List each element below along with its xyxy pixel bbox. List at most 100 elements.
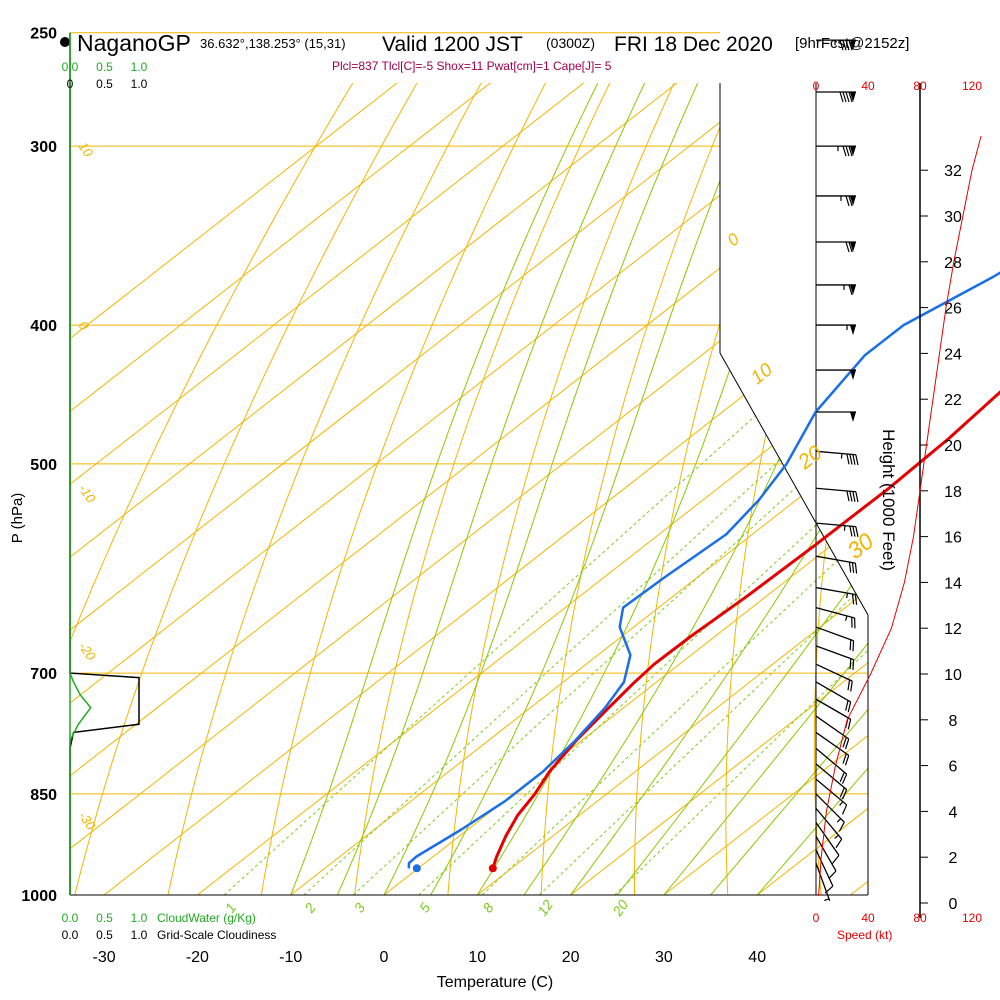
wind-barb-feather	[842, 91, 847, 103]
wind-barb	[815, 807, 843, 849]
cloudiness-tick-top: 1.0	[131, 77, 148, 91]
isotherm-line	[70, 83, 556, 895]
dry-adiabat-label: 10	[747, 359, 777, 389]
axis-labels: 1 2 3 5 8 12 20100-10-20-300102030250300400500…	[21, 26, 878, 966]
wind-barb-flag	[850, 325, 856, 336]
height-tick-label: 12	[944, 621, 962, 638]
wind-barb-half	[839, 801, 844, 806]
pressure-tick-label: 1000	[21, 888, 57, 905]
wind-barb-feather	[854, 563, 858, 574]
wind-barb-feather	[842, 737, 847, 748]
speed-axis-title: Speed (kt)	[837, 928, 892, 942]
valid-time: Valid 1200 JST	[382, 33, 523, 56]
wind-barb-feather	[845, 195, 850, 207]
wind-barb-flag	[850, 284, 856, 295]
pressure-tick-label: 250	[30, 26, 57, 43]
wind-barb-feather	[842, 145, 847, 157]
wind-barb	[816, 411, 856, 422]
wind-barb-staff	[815, 731, 850, 756]
wind-barb-staff	[815, 450, 856, 456]
wind-barb-flag	[850, 242, 856, 253]
surface-temperature-point	[488, 864, 497, 873]
wind-barb	[815, 681, 852, 713]
wind-barb-feather	[839, 91, 844, 103]
valid-date: FRI 18 Dec 2020	[614, 33, 773, 56]
wind-barb-flag	[850, 370, 856, 381]
cloudwater-tick-bottom: 0.0	[62, 911, 79, 925]
dry-adiabat-line	[260, 83, 573, 895]
wind-barb-feather	[845, 700, 849, 711]
temperature-tick-label: 10	[468, 949, 486, 966]
dry-adiabat-line	[74, 83, 447, 895]
mixing-ratio-label: 5	[416, 900, 434, 916]
wind-barb	[815, 522, 859, 537]
isotherm-line	[476, 83, 868, 895]
wind-barb-feather	[839, 787, 845, 798]
wind-barb	[816, 369, 856, 381]
isobar-lines	[70, 32, 868, 896]
wind-barb-staff	[815, 747, 848, 775]
speed-tick-bottom: 40	[861, 911, 875, 925]
wind-barb-feather	[850, 681, 853, 692]
pressure-tick-label: 500	[30, 457, 57, 474]
wind-barb	[815, 645, 855, 671]
dry-adiabat-line	[167, 83, 510, 895]
wind-barb-staff	[815, 522, 856, 528]
moist-adiabat-line	[756, 83, 868, 895]
station-bullet-icon	[60, 37, 70, 47]
cloudiness-tick-bottom: 1.0	[131, 928, 148, 942]
wind-barb-feather	[846, 453, 850, 465]
mixing-ratio-line	[481, 324, 868, 895]
wind-barb	[815, 626, 855, 652]
pressure-tick-label: 400	[30, 318, 57, 335]
dry-adiabat-line	[983, 33, 1000, 895]
wind-barb-flag	[850, 195, 856, 206]
temperature-tick-label: -20	[186, 949, 209, 966]
mixing-ratio-line	[223, 324, 857, 895]
wind-barb-staff	[815, 778, 848, 806]
wind-barb-feather	[848, 39, 853, 51]
wind-barb-feather	[855, 491, 859, 503]
mixing-ratio-label: 8	[479, 900, 497, 916]
wind-barb-staff	[815, 626, 854, 642]
wind-barb-feather	[854, 594, 858, 605]
wind-barb-feather	[844, 755, 850, 766]
wind-barb-feather	[849, 639, 852, 651]
mixing-ratio-line	[303, 324, 868, 895]
height-tick-label: 8	[949, 713, 958, 730]
dewpoint-line	[407, 271, 1000, 869]
wind-barb-feather	[835, 838, 843, 849]
dry-adiabat-line	[540, 83, 761, 895]
station-coords: 36.632°,138.253° (15,31)	[200, 36, 346, 51]
y-axis-title: P (hPa)	[9, 493, 26, 544]
wind-barb	[815, 793, 845, 832]
moist-adiabat-line	[383, 83, 722, 895]
wind-barb-half	[836, 818, 842, 823]
cloudwater-tick-bottom: 1.0	[131, 911, 148, 925]
isotherm-label: -20	[76, 639, 100, 664]
wind-barb	[815, 450, 859, 466]
wind-barb	[816, 145, 856, 157]
mixing-ratio-line	[614, 324, 868, 895]
height-tick-label: 26	[944, 301, 962, 318]
wind-barb	[815, 747, 848, 784]
wind-barb	[816, 195, 856, 207]
isotherm-line	[663, 83, 868, 895]
chart-header: NaganoGP 36.632°,138.253° (15,31) Valid …	[60, 30, 909, 73]
wind-barb-feather	[842, 753, 847, 764]
moist-adiabat-line	[663, 83, 868, 895]
wind-barb-half	[824, 898, 830, 902]
wind-barb-feather	[839, 771, 845, 782]
temperature-tick-label: 0	[380, 949, 389, 966]
wind-barb	[815, 663, 853, 692]
wind-barb-feather	[841, 773, 848, 784]
height-tick-label: 14	[944, 575, 962, 592]
wind-speed-line	[818, 135, 982, 897]
wind-barb-feather	[847, 719, 852, 730]
wind-barb	[815, 822, 840, 864]
mixing-ratio-label: 2	[301, 900, 319, 917]
wind-barb-feather	[842, 39, 847, 51]
wind-barb-feather	[841, 804, 848, 815]
cloudwater-tick-top: 1.0	[131, 60, 148, 74]
